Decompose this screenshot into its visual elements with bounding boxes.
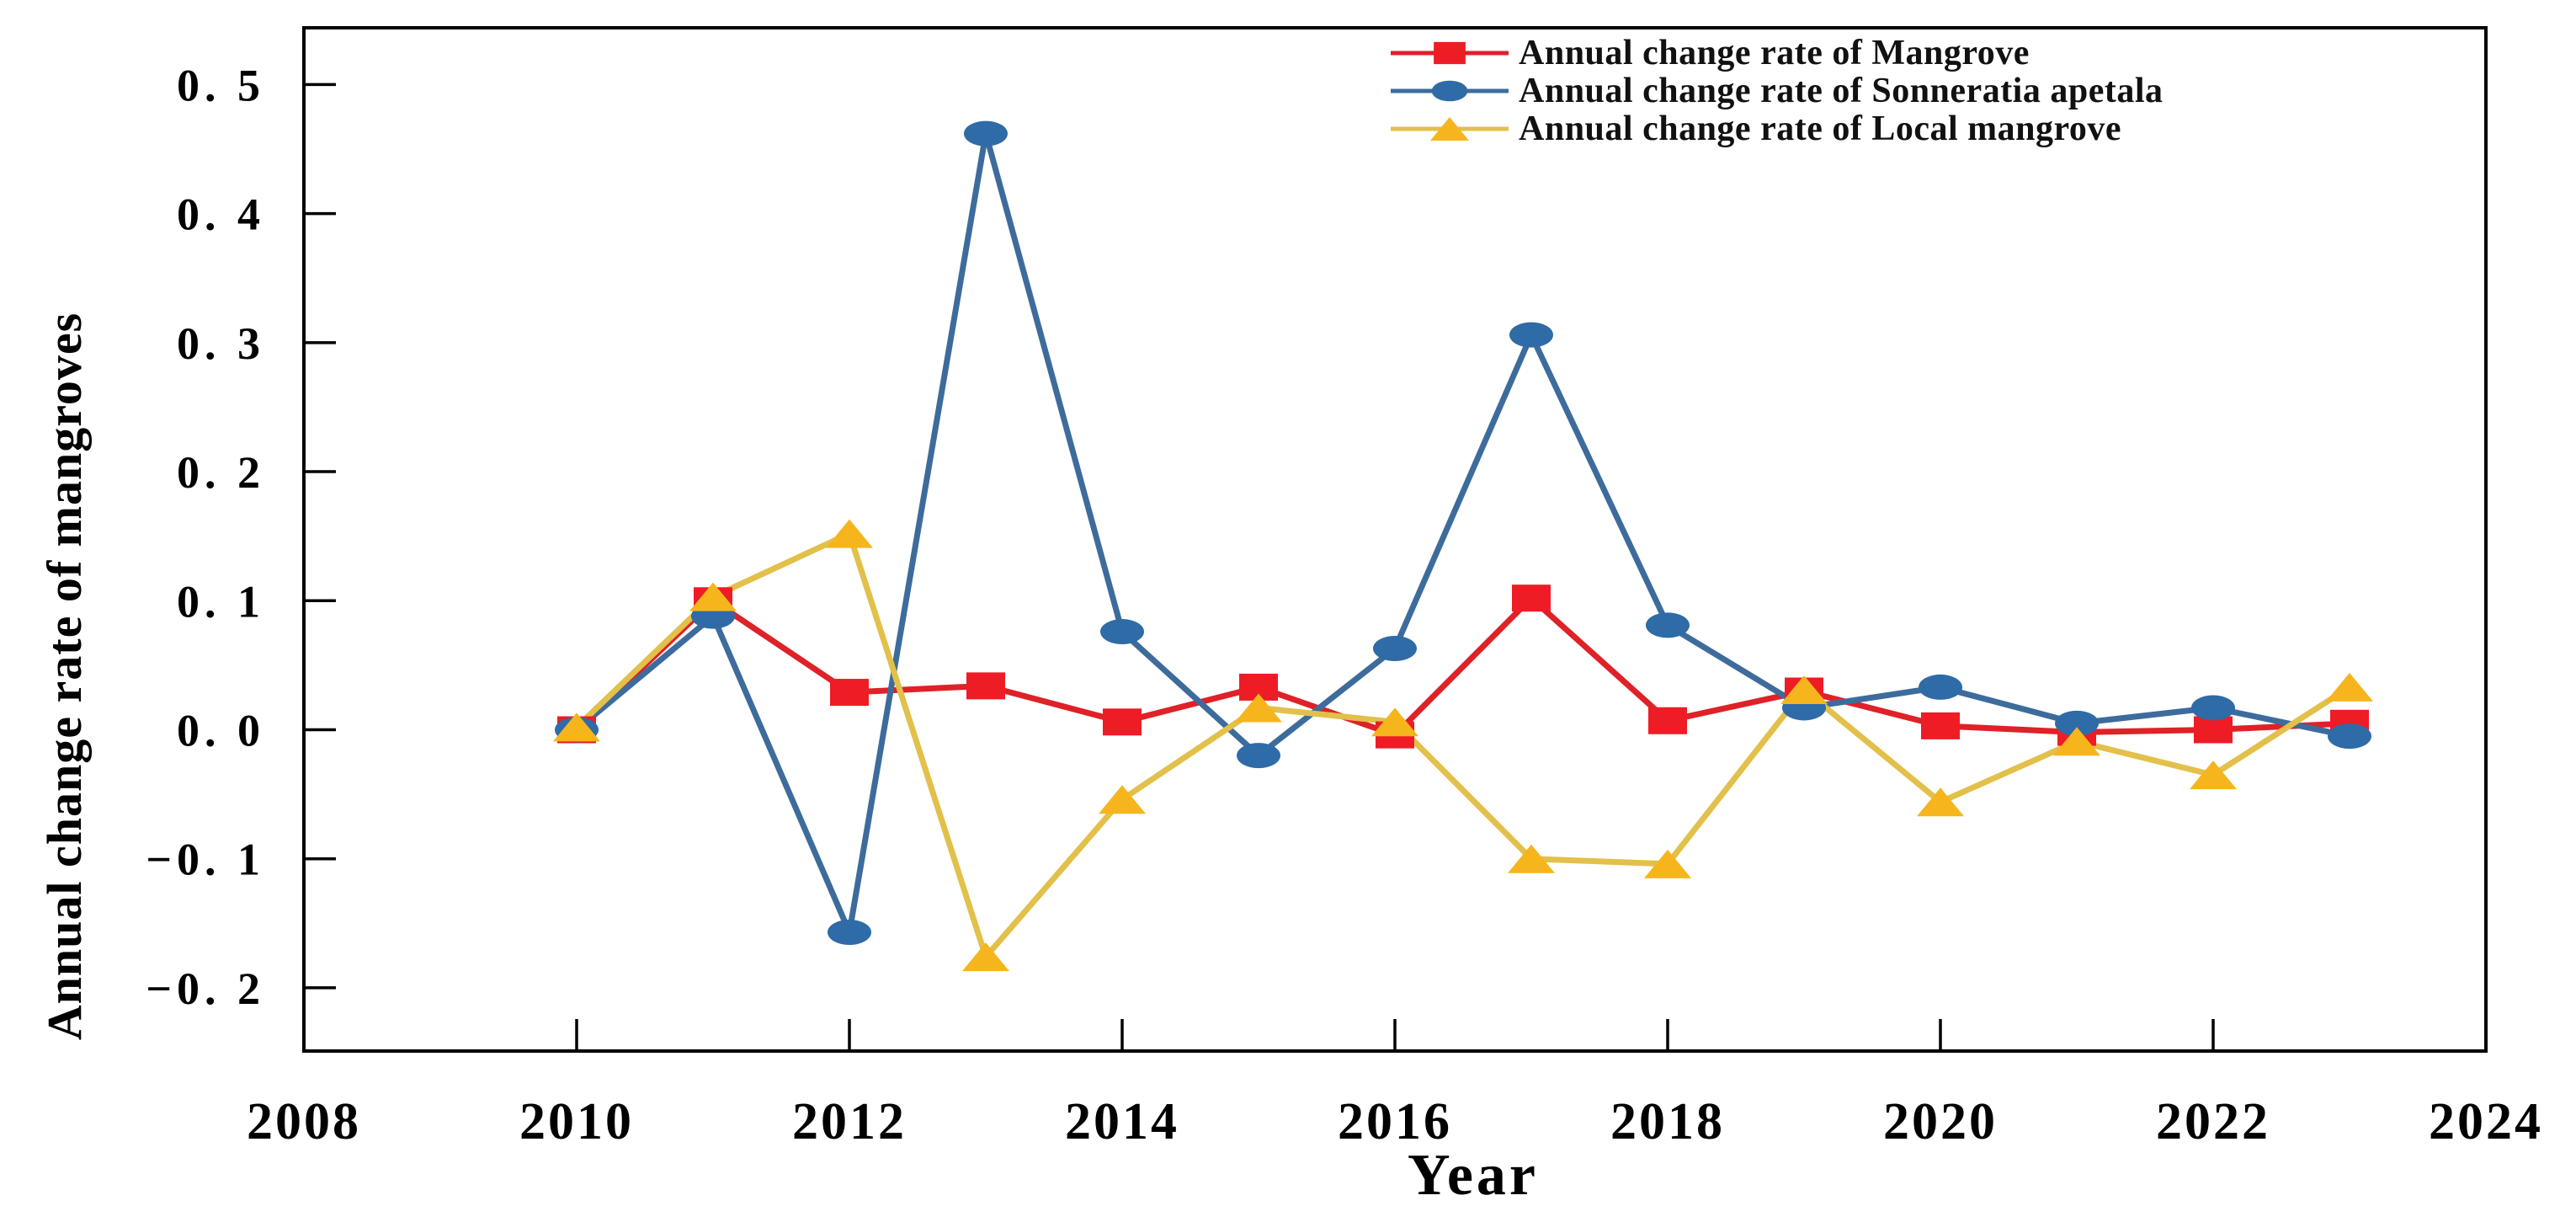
series-mangrove-line bbox=[574, 595, 2350, 739]
mangrove-legend-marker bbox=[1434, 41, 1466, 64]
plot-area bbox=[302, 26, 2488, 1053]
sonneratia-apetala-polyline bbox=[574, 131, 2350, 936]
sonneratia-apetala-marker bbox=[964, 120, 1008, 147]
legend-label: Annual change rate of Local mangrove bbox=[1519, 109, 2122, 148]
x-tick-label: 2010 bbox=[519, 1093, 634, 1150]
x-tick-label: 2024 bbox=[2429, 1093, 2543, 1150]
series-sonneratia-apetala-line bbox=[574, 131, 2350, 936]
series-local-mangrove-line bbox=[574, 531, 2351, 960]
series-local-mangrove-markers bbox=[553, 519, 2373, 972]
mangrove-marker bbox=[1648, 707, 1687, 734]
x-tick-label: 2016 bbox=[1338, 1093, 1452, 1150]
local-mangrove-marker bbox=[1780, 675, 1828, 704]
x-axis-title: Year bbox=[1408, 1143, 1539, 1206]
series-sonneratia-apetala-markers bbox=[555, 120, 2371, 946]
local-mangrove-marker bbox=[1508, 844, 1555, 873]
y-tick-label: −0. 2 bbox=[146, 963, 265, 1014]
mangrove-polyline bbox=[574, 595, 2350, 739]
sonneratia-circle-icon bbox=[1391, 80, 1509, 101]
legend-label: Annual change rate of Mangrove bbox=[1519, 33, 2030, 72]
mangrove-square-icon bbox=[1391, 41, 1509, 64]
sonneratia-apetala-marker bbox=[2328, 723, 2371, 750]
sonneratia-apetala-marker bbox=[2191, 695, 2235, 721]
local-mangrove-legend-marker bbox=[1430, 116, 1469, 141]
sonneratia-apetala-marker bbox=[1237, 743, 1280, 769]
y-tick-label: 0. 2 bbox=[177, 447, 265, 498]
y-tick-label: 0. 4 bbox=[177, 189, 265, 240]
sonneratia-apetala-marker bbox=[1646, 612, 1690, 638]
y-tick-label: 0. 5 bbox=[177, 60, 265, 110]
local-mangrove-marker bbox=[1099, 785, 1146, 814]
y-axis-title: Annual change rate of mangroves bbox=[37, 312, 92, 1041]
x-tick-label: 2008 bbox=[247, 1093, 361, 1150]
mangrove-marker bbox=[966, 672, 1005, 700]
legend-item-mangrove: Annual change rate of Mangrove bbox=[1391, 34, 2164, 72]
sonneratia-apetala-marker bbox=[1100, 619, 1144, 645]
sonneratia-apetala-marker bbox=[828, 920, 871, 946]
x-tick-label: 2018 bbox=[1610, 1093, 1725, 1150]
local-mangrove-polyline bbox=[574, 531, 2351, 960]
chart-legend: Annual change rate of Mangrove Annual ch… bbox=[1391, 34, 2164, 148]
local-mangrove-marker bbox=[2053, 727, 2100, 756]
local-mangrove-marker bbox=[1917, 787, 1964, 817]
local-mangrove-marker bbox=[1644, 849, 1691, 878]
local-mangrove-marker bbox=[2190, 760, 2237, 790]
local-mangrove-triangle-icon bbox=[1391, 116, 1509, 141]
mangrove-marker bbox=[2194, 716, 2233, 744]
sonneratia-apetala-legend-marker bbox=[1431, 80, 1468, 101]
mangrove-marker bbox=[1512, 584, 1551, 612]
local-mangrove-marker bbox=[962, 942, 1009, 972]
sonneratia-apetala-marker bbox=[1509, 322, 1553, 348]
x-tick-label: 2012 bbox=[792, 1093, 907, 1150]
y-tick-label: 0. 1 bbox=[177, 576, 265, 627]
mangrove-marker bbox=[830, 679, 869, 707]
mangrove-marker bbox=[1103, 708, 1142, 736]
x-tick-label: 2022 bbox=[2156, 1093, 2270, 1150]
x-tick-label: 2020 bbox=[1883, 1093, 1998, 1150]
y-tick-label: −0. 1 bbox=[146, 835, 265, 885]
legend-item-sonneratia-apetala: Annual change rate of Sonneratia apetala bbox=[1391, 71, 2164, 110]
local-mangrove-marker bbox=[689, 582, 737, 611]
sonneratia-apetala-marker bbox=[2055, 710, 2099, 736]
y-tick-label: 0. 0 bbox=[177, 705, 265, 755]
x-tick-label: 2014 bbox=[1065, 1093, 1179, 1150]
local-mangrove-marker bbox=[2326, 672, 2373, 702]
y-tick-label: 0. 3 bbox=[177, 318, 265, 369]
local-mangrove-marker bbox=[1371, 707, 1418, 737]
mangrove-marker bbox=[1921, 712, 1960, 739]
local-mangrove-marker bbox=[1235, 693, 1282, 723]
sonneratia-apetala-marker bbox=[1919, 674, 1962, 700]
local-mangrove-marker bbox=[553, 712, 600, 742]
legend-item-local-mangrove: Annual change rate of Local mangrove bbox=[1391, 109, 2164, 148]
local-mangrove-marker bbox=[826, 519, 873, 548]
sonneratia-apetala-marker bbox=[1373, 635, 1417, 661]
legend-label: Annual change rate of Sonneratia apetala bbox=[1519, 71, 2164, 110]
